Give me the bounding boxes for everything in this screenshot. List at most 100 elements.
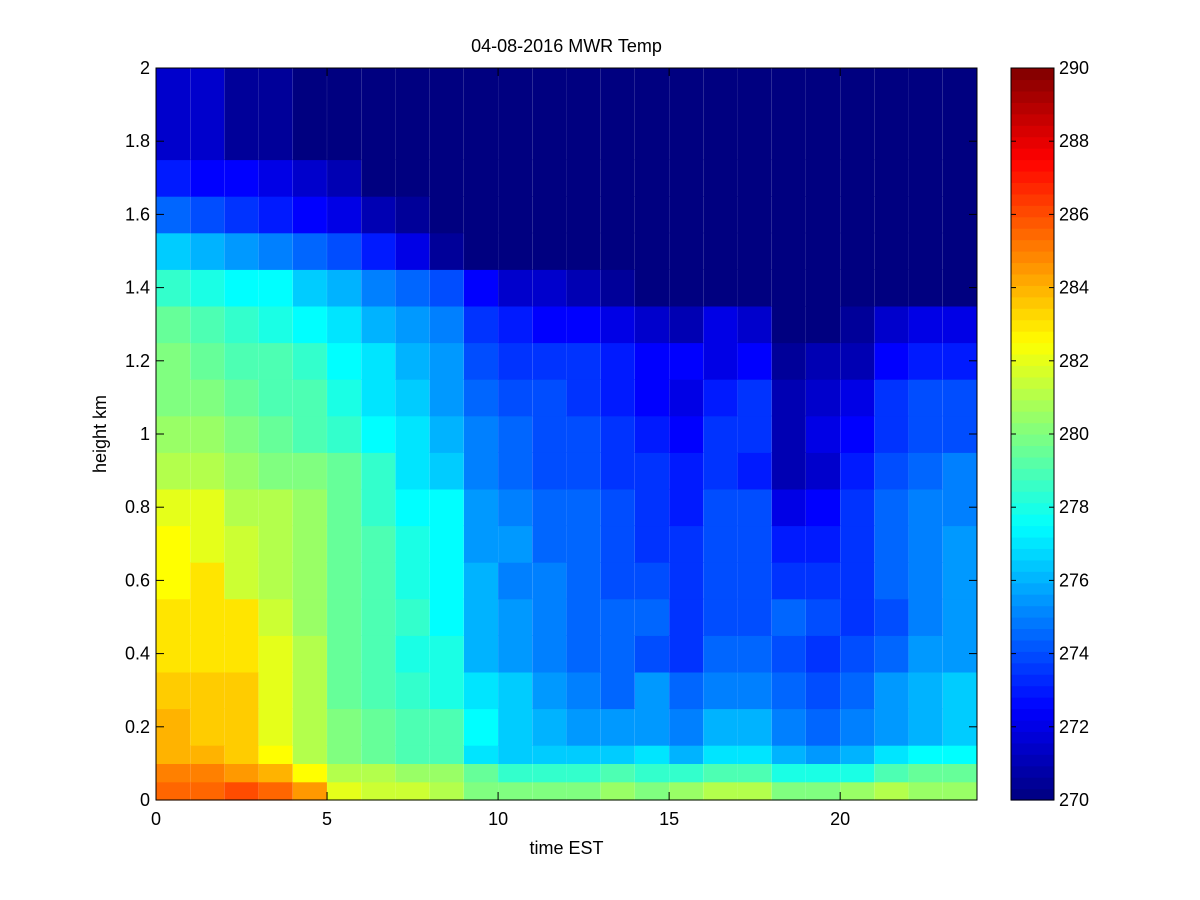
heatmap-cell <box>908 196 943 234</box>
heatmap-cell <box>669 159 704 197</box>
heatmap-cell <box>771 671 806 710</box>
heatmap-cell <box>224 452 259 490</box>
heatmap-cell <box>771 781 806 801</box>
colorbar-swatch <box>1011 502 1054 515</box>
heatmap-cell <box>532 232 567 270</box>
heatmap-cell <box>498 671 533 710</box>
colorbar-swatch <box>1011 182 1054 195</box>
heatmap-cell <box>532 745 567 764</box>
heatmap-cell <box>703 452 738 490</box>
heatmap-cell <box>566 68 601 161</box>
heatmap-cell <box>361 269 396 307</box>
colorbar-swatch <box>1011 479 1054 492</box>
heatmap-cell <box>771 68 806 161</box>
heatmap-cell <box>258 635 293 673</box>
heatmap-cell <box>498 745 533 764</box>
heatmap-cell <box>703 269 738 307</box>
heatmap-cell <box>669 452 704 490</box>
heatmap-cell <box>669 342 704 380</box>
heatmap-cell <box>292 269 327 307</box>
heatmap-cell <box>429 415 464 453</box>
heatmap-cell <box>532 196 567 234</box>
heatmap-cell <box>771 763 806 783</box>
heatmap-cell <box>395 232 430 270</box>
heatmap-cell <box>771 269 806 307</box>
heatmap-cell <box>463 196 498 234</box>
heatmap-cell <box>566 562 601 600</box>
heatmap-cell <box>566 781 601 801</box>
heatmap-cell <box>361 452 396 490</box>
heatmap-cell <box>532 562 567 600</box>
heatmap-cell <box>634 379 670 417</box>
heatmap-cell <box>669 305 704 344</box>
heatmap-cell <box>156 781 191 801</box>
heatmap-cell <box>258 562 293 600</box>
heatmap-cell <box>463 598 498 636</box>
heatmap-cell <box>737 269 772 307</box>
colorbar-swatch <box>1011 754 1054 767</box>
heatmap-cell <box>600 68 635 161</box>
heatmap-cell <box>532 635 567 673</box>
heatmap-cell <box>737 598 772 636</box>
heatmap-cell <box>327 781 362 801</box>
heatmap-cell <box>532 488 567 527</box>
heatmap-cell <box>840 763 875 783</box>
heatmap-cell <box>498 488 533 527</box>
colorbar-swatch <box>1011 239 1054 252</box>
heatmap-cell <box>942 763 977 783</box>
heatmap-cell <box>532 763 567 783</box>
heatmap-cell <box>532 269 567 307</box>
heatmap-cell <box>361 232 396 270</box>
heatmap-cell <box>634 671 670 710</box>
colorbar-swatch <box>1011 319 1054 332</box>
heatmap-cell <box>874 342 909 380</box>
colorbar-swatch <box>1011 159 1054 172</box>
heatmap-cell <box>327 415 362 453</box>
heatmap-cell <box>190 635 225 673</box>
colorbar-swatch <box>1011 685 1054 698</box>
heatmap-cell <box>600 305 635 344</box>
colorbar-swatch <box>1011 536 1054 549</box>
heatmap-cell <box>498 415 533 453</box>
heatmap-cell <box>532 671 567 710</box>
colorbar-tick-label: 280 <box>1059 424 1089 444</box>
colorbar-swatch <box>1011 353 1054 366</box>
heatmap-cell <box>874 525 909 563</box>
heatmap-cell <box>395 598 430 636</box>
heatmap-cell <box>190 781 225 801</box>
heatmap-cell <box>190 379 225 417</box>
heatmap-cell <box>634 305 670 344</box>
colorbar-swatch <box>1011 148 1054 161</box>
x-tick-label: 10 <box>488 809 508 829</box>
heatmap-cell <box>156 452 191 490</box>
heatmap-cell <box>292 232 327 270</box>
heatmap-cell <box>840 196 875 234</box>
heatmap-cell <box>498 379 533 417</box>
colorbar-swatch <box>1011 628 1054 641</box>
heatmap-cell <box>600 159 635 197</box>
heatmap-cell <box>429 562 464 600</box>
colorbar-tick-label: 284 <box>1059 278 1089 298</box>
heatmap-cell <box>327 159 362 197</box>
colorbar-swatch <box>1011 79 1054 92</box>
heatmap-cell <box>703 342 738 380</box>
heatmap-cell <box>634 488 670 527</box>
heatmap-cell <box>224 525 259 563</box>
heatmap-cell <box>258 671 293 710</box>
heatmap-cell <box>327 562 362 600</box>
heatmap-cell <box>258 342 293 380</box>
heatmap-cell <box>327 305 362 344</box>
heatmap-cell <box>224 232 259 270</box>
heatmap-cell <box>908 68 943 161</box>
heatmap-cell <box>292 562 327 600</box>
heatmap-cell <box>634 342 670 380</box>
colorbar-swatch <box>1011 468 1054 481</box>
x-axis-ticks: 0 5 10 15 20 <box>151 68 850 829</box>
heatmap-cell <box>669 562 704 600</box>
heatmap-cell <box>942 68 977 161</box>
heatmap-cell <box>327 763 362 783</box>
heatmap-cell <box>498 708 533 746</box>
heatmap-cell <box>771 488 806 527</box>
colorbar-swatch <box>1011 113 1054 126</box>
heatmap-cell <box>737 745 772 764</box>
